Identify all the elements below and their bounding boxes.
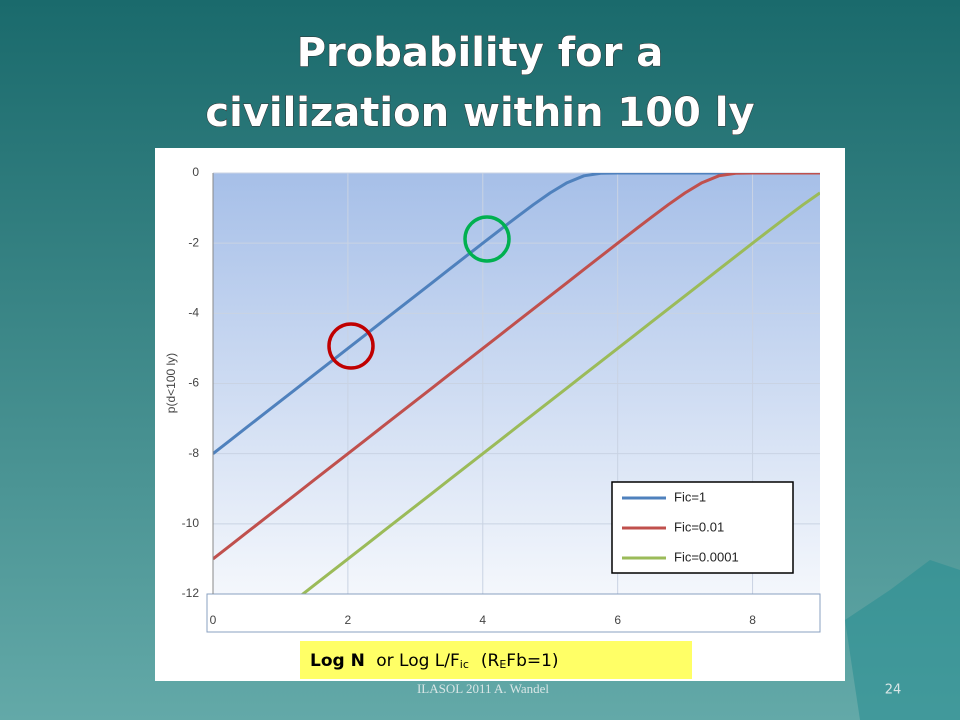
legend-label: Fic=0.01 (674, 519, 724, 534)
title-line: civilization within 100 ly (205, 90, 754, 136)
x-tick-label: 0 (210, 613, 217, 627)
x-label-part: E (499, 658, 506, 671)
x-axis-selection (206, 593, 821, 633)
series-line (213, 173, 820, 561)
highlight-circle (327, 322, 375, 370)
series-line (300, 191, 820, 594)
x-label-box (300, 641, 692, 679)
title-line: Probability for a (297, 30, 664, 76)
y-tick-label: -12 (182, 586, 200, 600)
x-axis-label: Log N or Log L/Fic (REFb=1) (310, 651, 559, 671)
mountain-decoration (845, 560, 960, 720)
page-number: 24 (885, 683, 902, 698)
legend-label: Fic=1 (674, 489, 706, 504)
x-tick-label: 4 (479, 613, 486, 627)
y-axis-label: p(d<100 ly) (164, 353, 178, 413)
legend-label: Fic=0.0001 (674, 549, 739, 564)
x-label-part: or Log L/F (376, 651, 460, 671)
x-tick-label: 8 (749, 613, 756, 627)
y-tick-label: -4 (188, 306, 199, 320)
x-label-part: Log N (310, 651, 365, 671)
footer: ILASOL 2011 A. Wandel (417, 681, 549, 696)
x-label-part: (R (481, 651, 500, 671)
series-line (213, 173, 820, 455)
x-label-part: ic (460, 658, 469, 671)
x-label-part: Fb=1) (506, 651, 558, 671)
highlight-circle (463, 215, 511, 263)
y-tick-label: -2 (188, 235, 199, 249)
x-tick-label: 6 (614, 613, 621, 627)
y-tick-label: -8 (188, 446, 199, 460)
y-tick-label: -6 (188, 376, 199, 390)
x-tick-label: 2 (345, 613, 352, 627)
y-tick-label: -10 (182, 516, 200, 530)
y-tick-label: 0 (192, 165, 199, 179)
